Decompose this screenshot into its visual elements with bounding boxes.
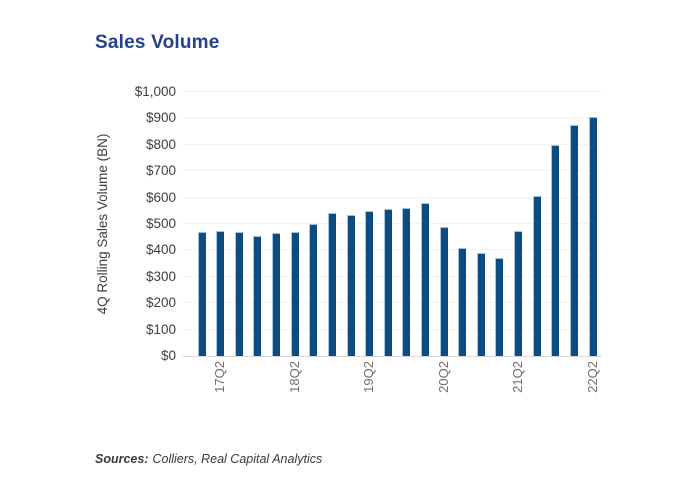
bar-18Q3 [309,224,318,356]
bar-18Q2 [290,232,299,356]
gridline [183,249,602,251]
page-title: Sales Volume [95,32,220,53]
gridline [183,302,602,304]
gridline [183,143,602,145]
sources-label: Sources: [95,452,149,466]
bar-17Q1 [197,232,206,356]
sources-text: Colliers, Real Capital Analytics [152,452,323,466]
xtick-label-17Q2: 17Q2 [212,361,228,393]
gridline [183,196,602,198]
bar-21Q3 [532,196,541,356]
bar-20Q4 [476,253,485,356]
ytick-label: $800 [145,136,176,152]
bar-19Q4 [402,208,411,356]
plot-area [183,91,602,357]
xtick-label-22Q2: 22Q2 [584,361,600,393]
ytick-label: $900 [145,110,176,126]
ytick-label: $100 [145,321,176,337]
y-axis-labels: $0 $100 $200 $300 $400 $500 $600 $700 $800 $900 $1… [90,84,176,363]
gridline [183,91,602,92]
bar-20Q3 [458,248,467,356]
gridline [183,170,602,172]
bar-18Q4 [327,213,336,356]
bar-19Q2 [365,211,374,356]
gridline [183,328,602,330]
ytick-label: $200 [145,295,176,311]
ytick-label: $1,000 [134,84,176,99]
bar-19Q1 [346,215,355,356]
ytick-label: $500 [145,216,176,231]
bar-17Q2 [216,231,225,356]
bar-22Q2 [588,117,597,356]
xtick-label-19Q2: 19Q2 [361,361,377,393]
gridline [183,223,602,224]
bar-21Q4 [551,145,560,356]
bar-22Q1 [569,125,578,356]
bar-17Q4 [253,236,262,356]
ytick-label: $400 [145,242,176,258]
xtick-label-21Q2: 21Q2 [510,361,525,393]
ytick-label: $300 [145,268,176,284]
ytick-label: $700 [145,163,176,179]
ytick-label: $600 [145,189,176,205]
bar-17Q3 [234,232,243,356]
bar-20Q2 [439,227,448,356]
sources-line: Sources: Colliers, Real Capital Analytics [95,452,322,466]
bar-21Q1 [495,258,504,356]
gridline [183,117,602,119]
bar-19Q3 [383,209,392,356]
ytick-label: $0 [160,348,176,363]
bar-18Q1 [272,233,280,356]
bar-21Q2 [514,231,522,356]
x-axis-labels: 17Q2 18Q2 19Q2 20Q2 21Q2 22Q2 [183,356,602,420]
xtick-label-20Q2: 20Q2 [435,361,451,393]
bar-20Q1 [420,203,429,356]
gridline [183,275,602,277]
xtick-label-18Q2: 18Q2 [286,361,302,393]
